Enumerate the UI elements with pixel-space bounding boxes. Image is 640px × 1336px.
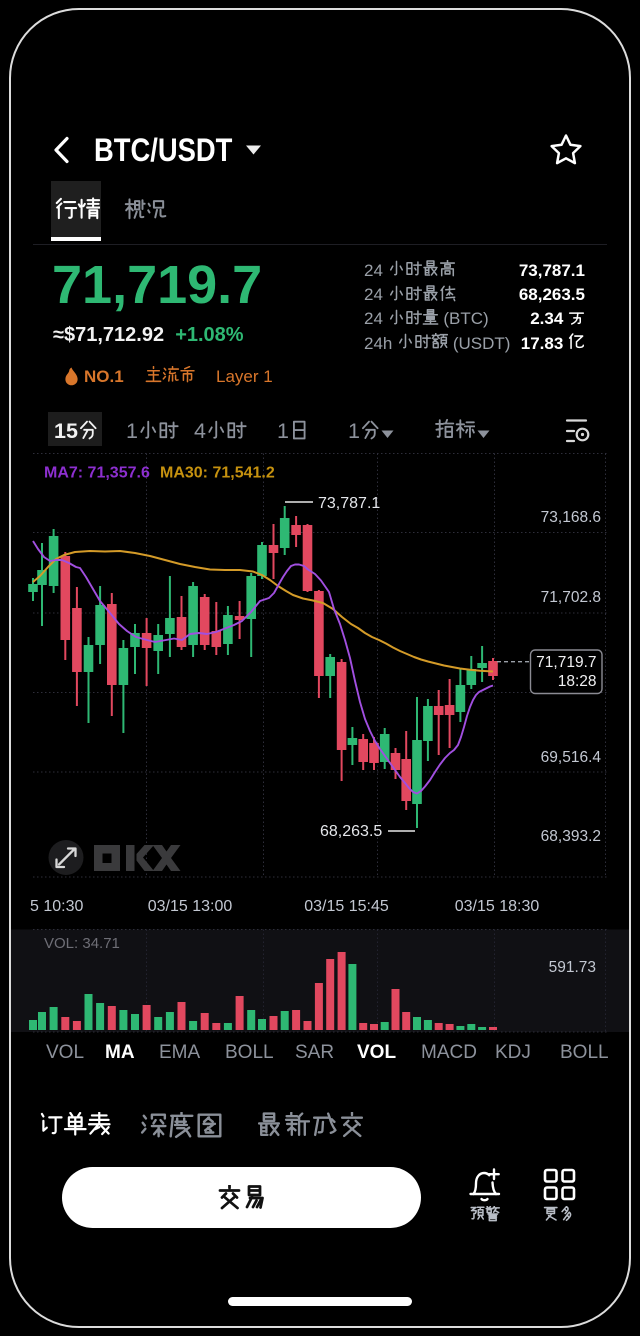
svg-text:73,787.1: 73,787.1 [318, 495, 380, 512]
svg-text:68,263.5: 68,263.5 [320, 823, 382, 840]
svg-text:VOL: 34.71: VOL: 34.71 [44, 935, 120, 952]
svg-text:03/15 13:00: 03/15 13:00 [148, 898, 233, 915]
svg-text:MA7: 71,357.6: MA7: 71,357.6 [44, 465, 150, 482]
svg-text:5 10:30: 5 10:30 [30, 898, 83, 915]
svg-text:68,393.2: 68,393.2 [541, 828, 601, 845]
svg-text:591.73: 591.73 [549, 959, 596, 976]
svg-text:MA30: 71,541.2: MA30: 71,541.2 [160, 465, 275, 482]
svg-text:18:28: 18:28 [558, 673, 597, 690]
svg-text:03/15 18:30: 03/15 18:30 [455, 898, 540, 915]
svg-text:73,168.6: 73,168.6 [541, 509, 601, 526]
svg-text:69,516.4: 69,516.4 [541, 749, 602, 766]
svg-text:03/15 15:45: 03/15 15:45 [304, 898, 389, 915]
svg-text:71,719.7: 71,719.7 [536, 654, 596, 671]
svg-text:71,702.8: 71,702.8 [541, 589, 601, 606]
